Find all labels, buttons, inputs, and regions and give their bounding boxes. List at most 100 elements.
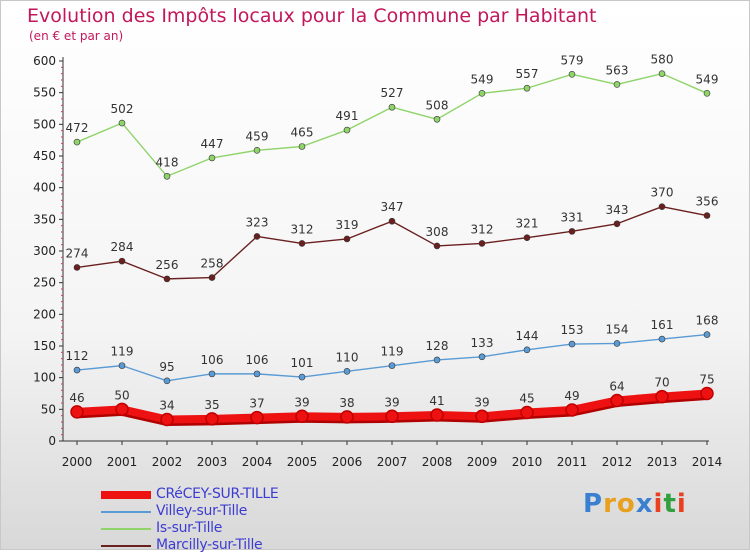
y-tick-label: 150 bbox=[33, 339, 56, 353]
data-point bbox=[388, 362, 396, 369]
data-point bbox=[163, 377, 171, 385]
x-tick-label: 2006 bbox=[332, 455, 363, 469]
legend-item: Marcilly-sur-Tille bbox=[101, 537, 321, 555]
data-label: 35 bbox=[204, 398, 219, 412]
x-tick-label: 2007 bbox=[377, 455, 408, 469]
data-label: 343 bbox=[606, 203, 629, 217]
series-layer bbox=[70, 70, 714, 427]
data-label: 258 bbox=[201, 257, 224, 271]
y-tick-label: 550 bbox=[33, 86, 56, 100]
data-label: 110 bbox=[336, 350, 359, 364]
data-point bbox=[523, 346, 531, 354]
data-label: 256 bbox=[156, 258, 179, 272]
legend-label: Is-sur-Tille bbox=[156, 520, 223, 536]
data-point bbox=[253, 370, 261, 378]
data-label: 579 bbox=[561, 53, 584, 67]
data-label: 563 bbox=[606, 63, 629, 77]
data-label: 347 bbox=[381, 200, 404, 214]
y-tick-label: 100 bbox=[33, 371, 56, 385]
data-point bbox=[208, 154, 216, 162]
data-point bbox=[613, 220, 621, 228]
data-point bbox=[613, 81, 621, 88]
data-point bbox=[703, 212, 711, 219]
logo-letter: r bbox=[603, 489, 617, 519]
data-label: 39 bbox=[294, 395, 309, 409]
data-point bbox=[388, 217, 396, 225]
logo-letter: i bbox=[676, 489, 687, 519]
data-label: 312 bbox=[291, 222, 314, 236]
legend-swatch bbox=[101, 491, 151, 499]
data-point bbox=[298, 373, 306, 381]
data-point bbox=[118, 119, 126, 127]
data-point bbox=[568, 71, 576, 78]
data-point bbox=[70, 405, 84, 419]
data-label: 50 bbox=[114, 388, 129, 402]
data-label: 308 bbox=[426, 225, 449, 239]
data-point bbox=[208, 370, 216, 378]
legend-label: Villey-sur-Tille bbox=[156, 503, 248, 519]
data-label: 356 bbox=[696, 195, 719, 209]
data-label: 508 bbox=[426, 98, 449, 112]
data-label: 46 bbox=[69, 391, 84, 405]
data-label: 321 bbox=[516, 217, 539, 231]
y-tick-label: 300 bbox=[33, 244, 56, 258]
data-point bbox=[430, 408, 444, 422]
data-point bbox=[433, 356, 441, 364]
data-point bbox=[523, 84, 531, 92]
data-label: 370 bbox=[651, 186, 674, 200]
data-label: 319 bbox=[336, 218, 359, 232]
data-label: 70 bbox=[654, 376, 669, 390]
data-label: 447 bbox=[201, 137, 224, 151]
legend-label: Marcilly-sur-Tille bbox=[156, 537, 263, 553]
data-label: 153 bbox=[561, 323, 584, 337]
data-point bbox=[343, 235, 351, 243]
y-tick-label: 400 bbox=[33, 181, 56, 195]
logo-letter: i bbox=[653, 489, 664, 519]
legend-swatch bbox=[101, 545, 151, 547]
data-label: 144 bbox=[516, 329, 539, 343]
data-point bbox=[295, 409, 309, 424]
data-point bbox=[118, 362, 126, 369]
data-point bbox=[298, 240, 306, 247]
data-label: 112 bbox=[66, 349, 89, 363]
y-tick-label: 350 bbox=[33, 212, 56, 226]
data-label: 64 bbox=[609, 379, 624, 393]
data-label: 549 bbox=[696, 72, 719, 86]
data-label: 557 bbox=[516, 67, 539, 81]
data-label: 39 bbox=[384, 395, 399, 409]
data-point bbox=[568, 228, 576, 235]
data-point bbox=[118, 257, 126, 265]
data-point bbox=[73, 264, 81, 271]
data-point bbox=[703, 90, 711, 97]
x-tick-label: 2005 bbox=[287, 455, 318, 469]
logo-letter: x bbox=[635, 489, 654, 519]
data-point bbox=[250, 410, 264, 425]
data-label: 101 bbox=[291, 356, 314, 370]
x-tick-label: 2003 bbox=[197, 455, 228, 469]
data-label: 154 bbox=[606, 322, 629, 336]
data-point bbox=[658, 335, 666, 343]
data-label: 161 bbox=[651, 318, 674, 332]
legend-item: Is-sur-Tille bbox=[101, 520, 321, 538]
legend-swatch bbox=[101, 528, 151, 530]
data-label: 502 bbox=[111, 102, 134, 116]
data-labels: 472 502 418 447 459 465 491 527 508 549 557 579 563 5… bbox=[66, 53, 719, 413]
x-tick-label: 2001 bbox=[107, 455, 138, 469]
data-point bbox=[208, 274, 216, 281]
x-tick-label: 2013 bbox=[647, 455, 678, 469]
logo-letter: o bbox=[616, 489, 636, 519]
data-point bbox=[478, 90, 486, 97]
data-label: 491 bbox=[336, 109, 359, 123]
data-point bbox=[613, 340, 621, 347]
legend-swatch bbox=[101, 511, 151, 513]
data-label: 41 bbox=[429, 394, 444, 408]
x-tick-label: 2008 bbox=[422, 455, 453, 469]
data-label: 49 bbox=[564, 389, 579, 403]
y-tick-label: 600 bbox=[33, 54, 56, 68]
data-point bbox=[163, 172, 171, 180]
legend-item: CRéCEY-SUR-TILLE bbox=[101, 486, 321, 504]
data-point bbox=[478, 240, 486, 247]
data-point bbox=[343, 368, 351, 375]
